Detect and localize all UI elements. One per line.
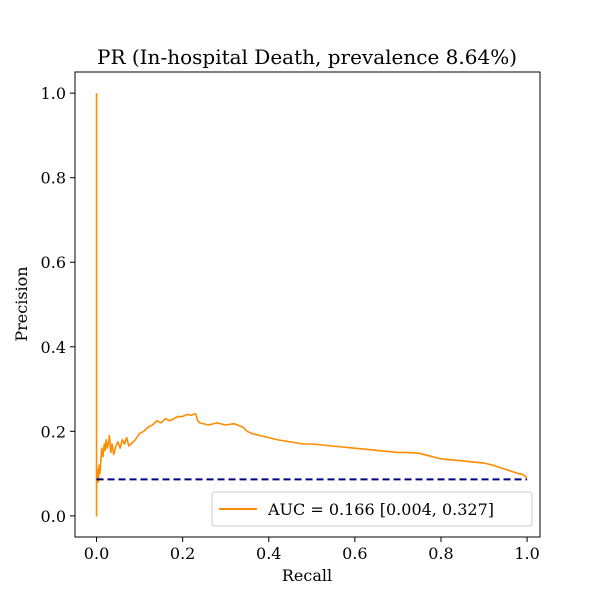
x-axis-ticks: 0.0 0.2 0.4 0.6 0.8 1.0 xyxy=(84,537,540,563)
x-tick-label: 0.2 xyxy=(170,544,195,563)
y-tick-label: 0.0 xyxy=(41,507,66,526)
x-tick-label: 0.4 xyxy=(256,544,281,563)
y-tick-label: 0.4 xyxy=(41,338,66,357)
y-tick-label: 0.6 xyxy=(41,253,66,272)
y-axis-label: Precision xyxy=(12,266,31,341)
axes-frame xyxy=(74,71,541,538)
y-axis-ticks: 0.0 0.2 0.4 0.6 0.8 1.0 xyxy=(41,84,75,526)
y-tick-label: 0.2 xyxy=(41,422,66,441)
legend-box xyxy=(211,491,533,527)
legend: AUC = 0.166 [0.004, 0.327] xyxy=(211,491,533,527)
y-tick-label: 1.0 xyxy=(41,84,66,103)
legend-label: AUC = 0.166 [0.004, 0.327] xyxy=(267,500,494,519)
chart-title: PR (In-hospital Death, prevalence 8.64%) xyxy=(97,45,517,69)
x-tick-label: 0.6 xyxy=(342,544,367,563)
series-layer xyxy=(95,93,528,517)
pr-curve-line xyxy=(95,93,528,517)
plot-area: 0.0 0.2 0.4 0.6 0.8 1.0 0.0 0.2 0.4 0.6 0.8 1.0 xyxy=(41,71,541,563)
y-tick-label: 0.8 xyxy=(41,169,66,188)
x-tick-label: 0.0 xyxy=(84,544,109,563)
x-tick-label: 0.8 xyxy=(428,544,453,563)
x-axis-label: Recall xyxy=(282,566,332,585)
x-tick-label: 1.0 xyxy=(514,544,539,563)
